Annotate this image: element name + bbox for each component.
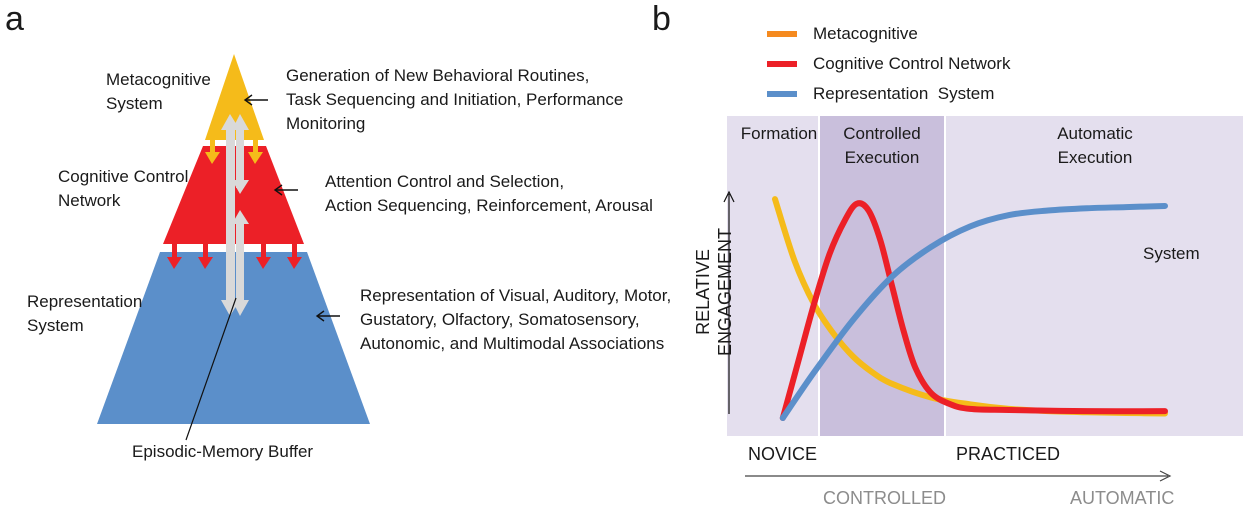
representation-tier — [97, 252, 370, 424]
y-axis-arrow — [723, 190, 735, 414]
legend-swatch-cognitive-control — [767, 61, 797, 67]
x-scale-automatic: AUTOMATIC — [1070, 488, 1175, 508]
episodic-buffer-arrows — [221, 114, 249, 316]
cognitive-control-output-arrows — [167, 244, 302, 269]
x-axis-arrow — [745, 470, 1172, 482]
system-label: System — [1143, 244, 1200, 263]
representation-description: Representation of Visual, Auditory, Moto… — [360, 286, 672, 353]
panel-b-letter: b — [652, 0, 671, 38]
cognitive-control-description: Attention Control and Selection, Action … — [325, 172, 653, 215]
cognitive-control-name: Cognitive Control Network — [58, 167, 189, 210]
y-axis-label: RELATIVE ENGAGEMENT — [693, 228, 735, 357]
representation-name: Representation System — [27, 292, 143, 335]
plot-lines — [772, 196, 1168, 421]
metacognitive-name: Metacognitive System — [106, 70, 211, 113]
episodic-buffer-label: Episodic-Memory Buffer — [132, 442, 314, 461]
representation-curve — [779, 202, 1168, 421]
description-pointers — [243, 94, 340, 322]
legend-swatch-metacognitive — [767, 31, 797, 37]
legend-label-representation: Representation System — [813, 84, 995, 103]
x-label-novice: NOVICE — [748, 444, 818, 464]
metacognitive-output-arrows — [205, 140, 263, 164]
legend-swatch-representation — [767, 91, 797, 97]
legend-label-cognitive-control: Cognitive Control Network — [813, 54, 1011, 73]
x-label-practiced: PRACTICED — [956, 444, 1061, 464]
legend-metacognitive: Metacognitive — [767, 22, 918, 46]
phase-label-automatic: Automatic Execution — [1057, 124, 1133, 167]
metacognitive-tier — [205, 54, 264, 140]
legend-label-metacognitive: Metacognitive — [813, 24, 918, 43]
phase-label-formation: Formation — [740, 124, 818, 143]
legend-cognitive-control: Cognitive Control Network — [767, 52, 1010, 76]
panel-a-letter: a — [5, 0, 24, 38]
phase-automatic-bg — [945, 116, 1243, 436]
metacognitive-description: Generation of New Behavioral Routines, T… — [286, 66, 624, 133]
cognitive-control-curve — [779, 200, 1168, 421]
buffer-pointer-line — [185, 297, 237, 441]
legend-representation: Representation System — [767, 82, 994, 106]
phase-label-controlled: Controlled Execution — [843, 124, 921, 167]
x-scale-controlled: CONTROLLED — [823, 488, 947, 508]
